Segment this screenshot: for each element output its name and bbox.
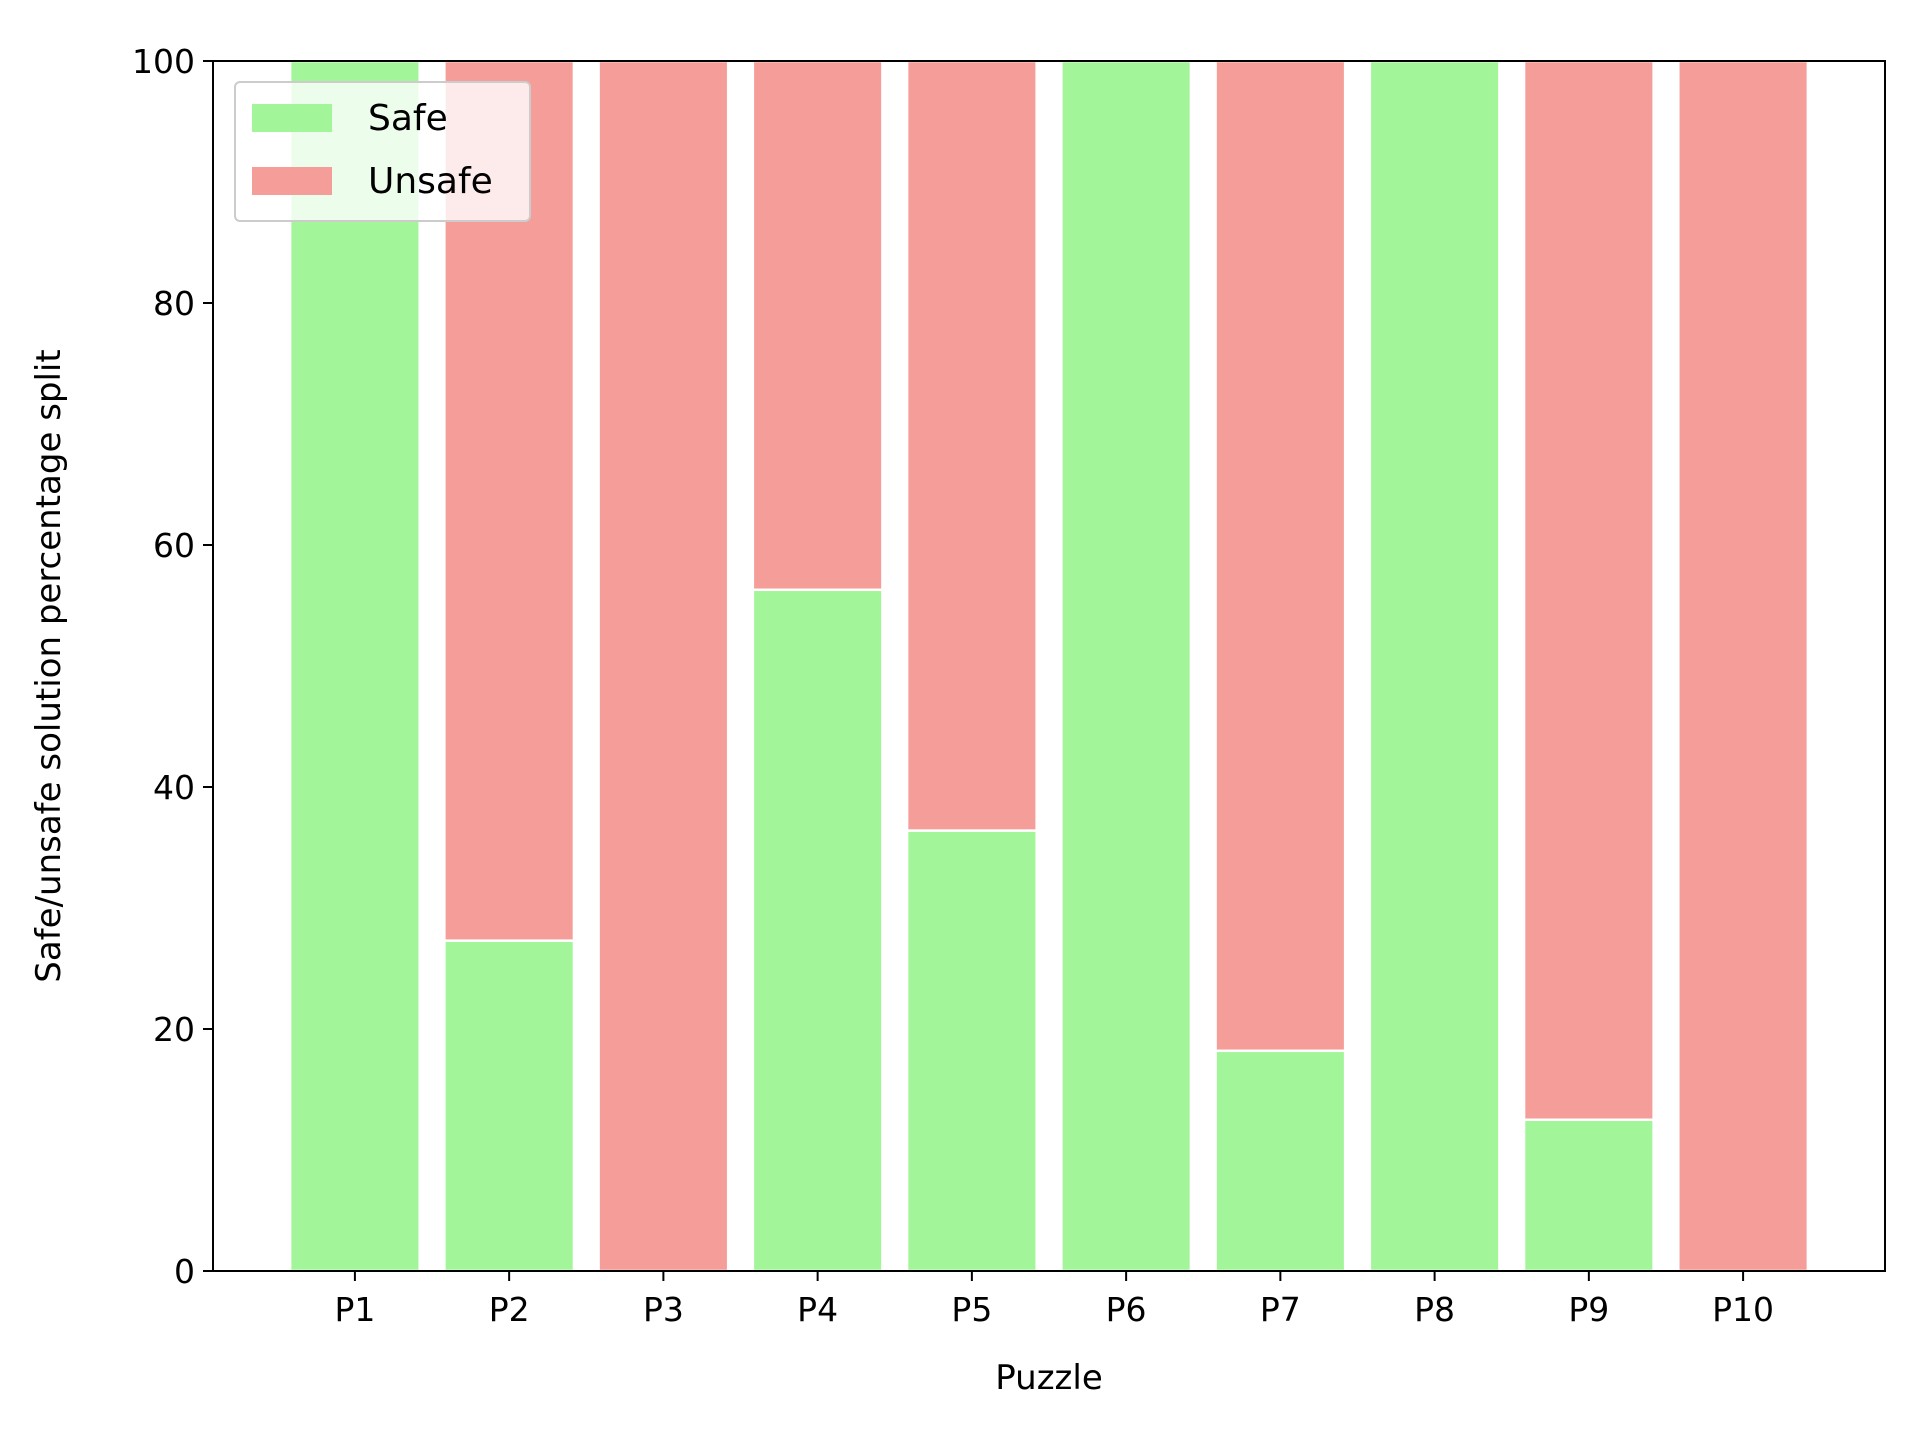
y-tick-label-20: 20 xyxy=(153,1010,195,1049)
x-tick-label-p3: P3 xyxy=(643,1290,684,1329)
x-axis: P1 P2 P3 P4 P5 P6 P7 P8 P9 P10 xyxy=(334,1271,1774,1329)
x-tick-label-p8: P8 xyxy=(1414,1290,1455,1329)
bar-safe-p4 xyxy=(751,588,884,1273)
legend-swatch-safe xyxy=(252,104,332,132)
y-tick-label-0: 0 xyxy=(174,1252,195,1291)
bar-unsafe-p7 xyxy=(1214,59,1347,1053)
y-tick-label-80: 80 xyxy=(153,284,195,323)
legend-label-unsafe: Unsafe xyxy=(368,161,493,202)
y-tick-label-40: 40 xyxy=(153,768,195,807)
bar-safe-p5 xyxy=(905,829,1038,1273)
bar-unsafe-p3 xyxy=(597,59,730,1273)
bars-layer xyxy=(288,59,1810,1273)
y-axis: 0 20 40 60 80 100 xyxy=(132,42,213,1291)
legend-label-safe: Safe xyxy=(368,98,448,139)
bar-unsafe-p4 xyxy=(751,59,884,592)
y-axis-label: Safe/unsafe solution percentage split xyxy=(29,349,69,982)
y-tick-label-60: 60 xyxy=(153,526,195,565)
x-tick-label-p6: P6 xyxy=(1106,1290,1147,1329)
bar-safe-p9 xyxy=(1522,1118,1655,1273)
plot-frame xyxy=(212,60,1886,1272)
x-tick-label-p4: P4 xyxy=(797,1290,838,1329)
x-tick-label-p9: P9 xyxy=(1568,1290,1609,1329)
bar-safe-p2 xyxy=(443,939,576,1273)
x-tick-label-p10: P10 xyxy=(1712,1290,1774,1329)
legend-swatch-unsafe xyxy=(252,167,332,195)
x-tick-label-p2: P2 xyxy=(489,1290,530,1329)
bar-safe-p7 xyxy=(1214,1049,1347,1273)
bar-unsafe-p10 xyxy=(1677,59,1810,1273)
y-tick-label-100: 100 xyxy=(132,42,195,81)
bar-safe-p6 xyxy=(1060,59,1193,1273)
bar-unsafe-p5 xyxy=(905,59,1038,832)
x-tick-label-p1: P1 xyxy=(334,1290,375,1329)
bar-safe-p1 xyxy=(288,59,421,1273)
bar-safe-p8 xyxy=(1368,59,1501,1273)
bar-unsafe-p9 xyxy=(1522,59,1655,1121)
legend: Safe Unsafe xyxy=(234,81,531,222)
x-axis-label: Puzzle xyxy=(995,1358,1103,1398)
x-tick-label-p5: P5 xyxy=(951,1290,992,1329)
x-tick-label-p7: P7 xyxy=(1260,1290,1301,1329)
